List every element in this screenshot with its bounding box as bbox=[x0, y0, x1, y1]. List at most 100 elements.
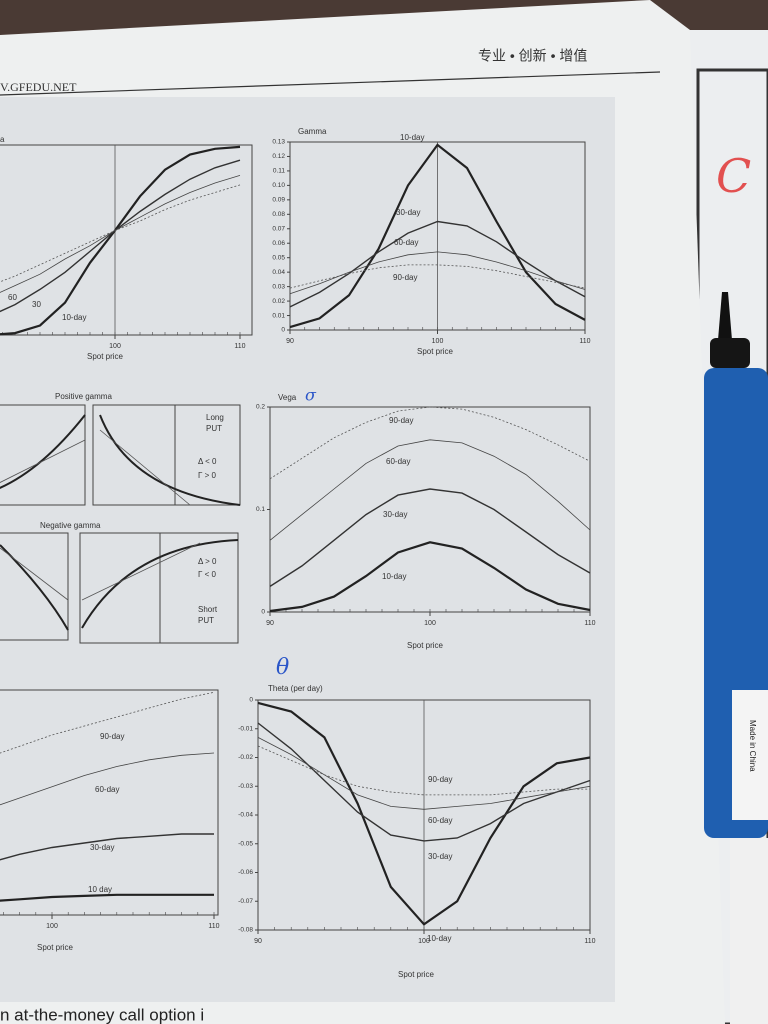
y-tick-label: -0.01 bbox=[238, 725, 253, 732]
header-slogan: 专业 • 创新 • 增值 bbox=[478, 48, 587, 64]
diagram-title: Negative gamma bbox=[40, 521, 101, 530]
series-line bbox=[269, 541, 591, 613]
annotation: σ bbox=[305, 386, 317, 405]
series-label: 90-day bbox=[100, 732, 124, 741]
y-tick-label: 0 bbox=[249, 697, 253, 704]
series-label: 10-day bbox=[427, 934, 451, 943]
series-line bbox=[289, 143, 586, 329]
series-label: 10-day bbox=[382, 572, 406, 581]
x-axis-label: Spot price bbox=[37, 943, 74, 952]
x-tick-label: 100 bbox=[418, 938, 430, 945]
x-axis-label: Spot price bbox=[398, 970, 435, 979]
annotation: θ bbox=[276, 655, 289, 680]
footer-text: n at-the-money call option i bbox=[0, 1005, 204, 1024]
series-line bbox=[0, 752, 215, 806]
plot-frame bbox=[0, 144, 253, 336]
series-line bbox=[289, 251, 586, 295]
series-label: 10-day bbox=[62, 313, 86, 322]
series-line bbox=[0, 833, 214, 861]
y-tick-label: 0.12 bbox=[272, 153, 285, 160]
y-tick-label: -0.07 bbox=[238, 898, 253, 905]
chart-title: Vega bbox=[278, 393, 297, 402]
pen: Made in China bbox=[704, 292, 768, 1024]
y-tick-label: 0.1 bbox=[256, 506, 265, 513]
x-tick-label: 110 bbox=[584, 938, 595, 945]
y-tick-label: -0.08 bbox=[238, 927, 253, 934]
y-tick-label: 0.01 bbox=[272, 312, 285, 319]
x-axis-label: Spot price bbox=[407, 641, 444, 650]
y-tick-label: -0.03 bbox=[238, 783, 253, 790]
series-label: 30-day bbox=[383, 510, 407, 519]
y-tick-label: 0.04 bbox=[272, 269, 285, 276]
series-label: 60-day bbox=[394, 238, 418, 247]
x-tick-label: 100 bbox=[424, 620, 436, 627]
x-tick-label: 110 bbox=[208, 923, 219, 930]
y-tick-label: 0.2 bbox=[256, 404, 265, 411]
chart-title: Gamma bbox=[298, 127, 327, 136]
series-line bbox=[289, 220, 586, 308]
series-label: 60-day bbox=[386, 457, 410, 466]
series-label: 10 day bbox=[88, 885, 112, 894]
header-site: V.GFEDU.NET bbox=[0, 80, 77, 94]
series-line bbox=[289, 264, 586, 289]
series-line bbox=[0, 184, 241, 283]
y-tick-label: 0.03 bbox=[272, 283, 285, 290]
series-label: 60-day bbox=[95, 785, 119, 794]
series-label: 30-day bbox=[90, 843, 114, 852]
series-label: 90-day bbox=[389, 416, 413, 425]
figure-panel bbox=[0, 97, 615, 1002]
plot-frame bbox=[0, 689, 219, 916]
series-label: 60 bbox=[8, 293, 17, 302]
y-tick-label: -0.05 bbox=[238, 840, 253, 847]
x-tick-label: 110 bbox=[584, 620, 595, 627]
y-tick-label: 0.06 bbox=[272, 240, 285, 247]
series-line bbox=[269, 439, 591, 541]
pen-label: Made in China bbox=[748, 720, 757, 772]
diagram-label: PUT bbox=[206, 424, 222, 433]
chart-title: a bbox=[0, 135, 5, 144]
y-tick-label: 0.11 bbox=[273, 168, 286, 175]
x-tick-label: 110 bbox=[234, 343, 245, 350]
x-tick-label: 110 bbox=[579, 338, 590, 345]
chart-title: Theta (per day) bbox=[268, 684, 323, 693]
series-label: 10-day bbox=[400, 133, 424, 142]
x-tick-label: 100 bbox=[46, 923, 58, 930]
y-tick-label: 0.02 bbox=[272, 298, 285, 305]
y-tick-label: -0.04 bbox=[238, 812, 253, 819]
x-tick-label: 100 bbox=[109, 343, 121, 350]
series-label: 60-day bbox=[428, 816, 452, 825]
diagram-label: Δ < 0 bbox=[198, 457, 217, 466]
diagram-label: Short bbox=[198, 605, 218, 614]
y-tick-label: -0.06 bbox=[238, 869, 253, 876]
y-tick-label: 0.13 bbox=[272, 139, 285, 146]
diagram-label: Long bbox=[206, 413, 224, 422]
y-tick-label: 0.07 bbox=[272, 225, 285, 232]
y-tick-label: 0 bbox=[261, 609, 265, 616]
annotation: C bbox=[716, 149, 751, 203]
header-rule bbox=[0, 71, 661, 96]
series-label: 30-day bbox=[396, 208, 420, 217]
y-tick-label: 0.08 bbox=[272, 211, 285, 218]
x-tick-label: 100 bbox=[432, 338, 444, 345]
positive-gamma-diagram: Positive gamma Long PUT Δ < 0 Γ > 0 bbox=[0, 392, 241, 506]
series-label: 30 bbox=[32, 300, 41, 309]
diagram-label: PUT bbox=[198, 616, 214, 625]
x-tick-label: 90 bbox=[286, 338, 294, 345]
diagram-label: Γ > 0 bbox=[198, 471, 217, 480]
y-tick-label: -0.02 bbox=[238, 754, 253, 761]
y-tick-label: 0.09 bbox=[272, 197, 285, 204]
x-tick-label: 90 bbox=[266, 620, 274, 627]
y-tick-label: 0.05 bbox=[272, 254, 285, 261]
x-axis-label: Spot price bbox=[87, 352, 124, 361]
series-line bbox=[257, 737, 591, 810]
series-line bbox=[257, 745, 590, 796]
series-line bbox=[269, 406, 591, 480]
x-tick-label: 90 bbox=[254, 938, 262, 945]
series-line bbox=[257, 701, 591, 926]
diagram-label: Δ > 0 bbox=[198, 557, 217, 566]
series-line bbox=[0, 893, 214, 902]
series-label: 90-day bbox=[428, 775, 452, 784]
x-axis-label: Spot price bbox=[417, 347, 454, 356]
series-label: 90-day bbox=[393, 273, 417, 282]
